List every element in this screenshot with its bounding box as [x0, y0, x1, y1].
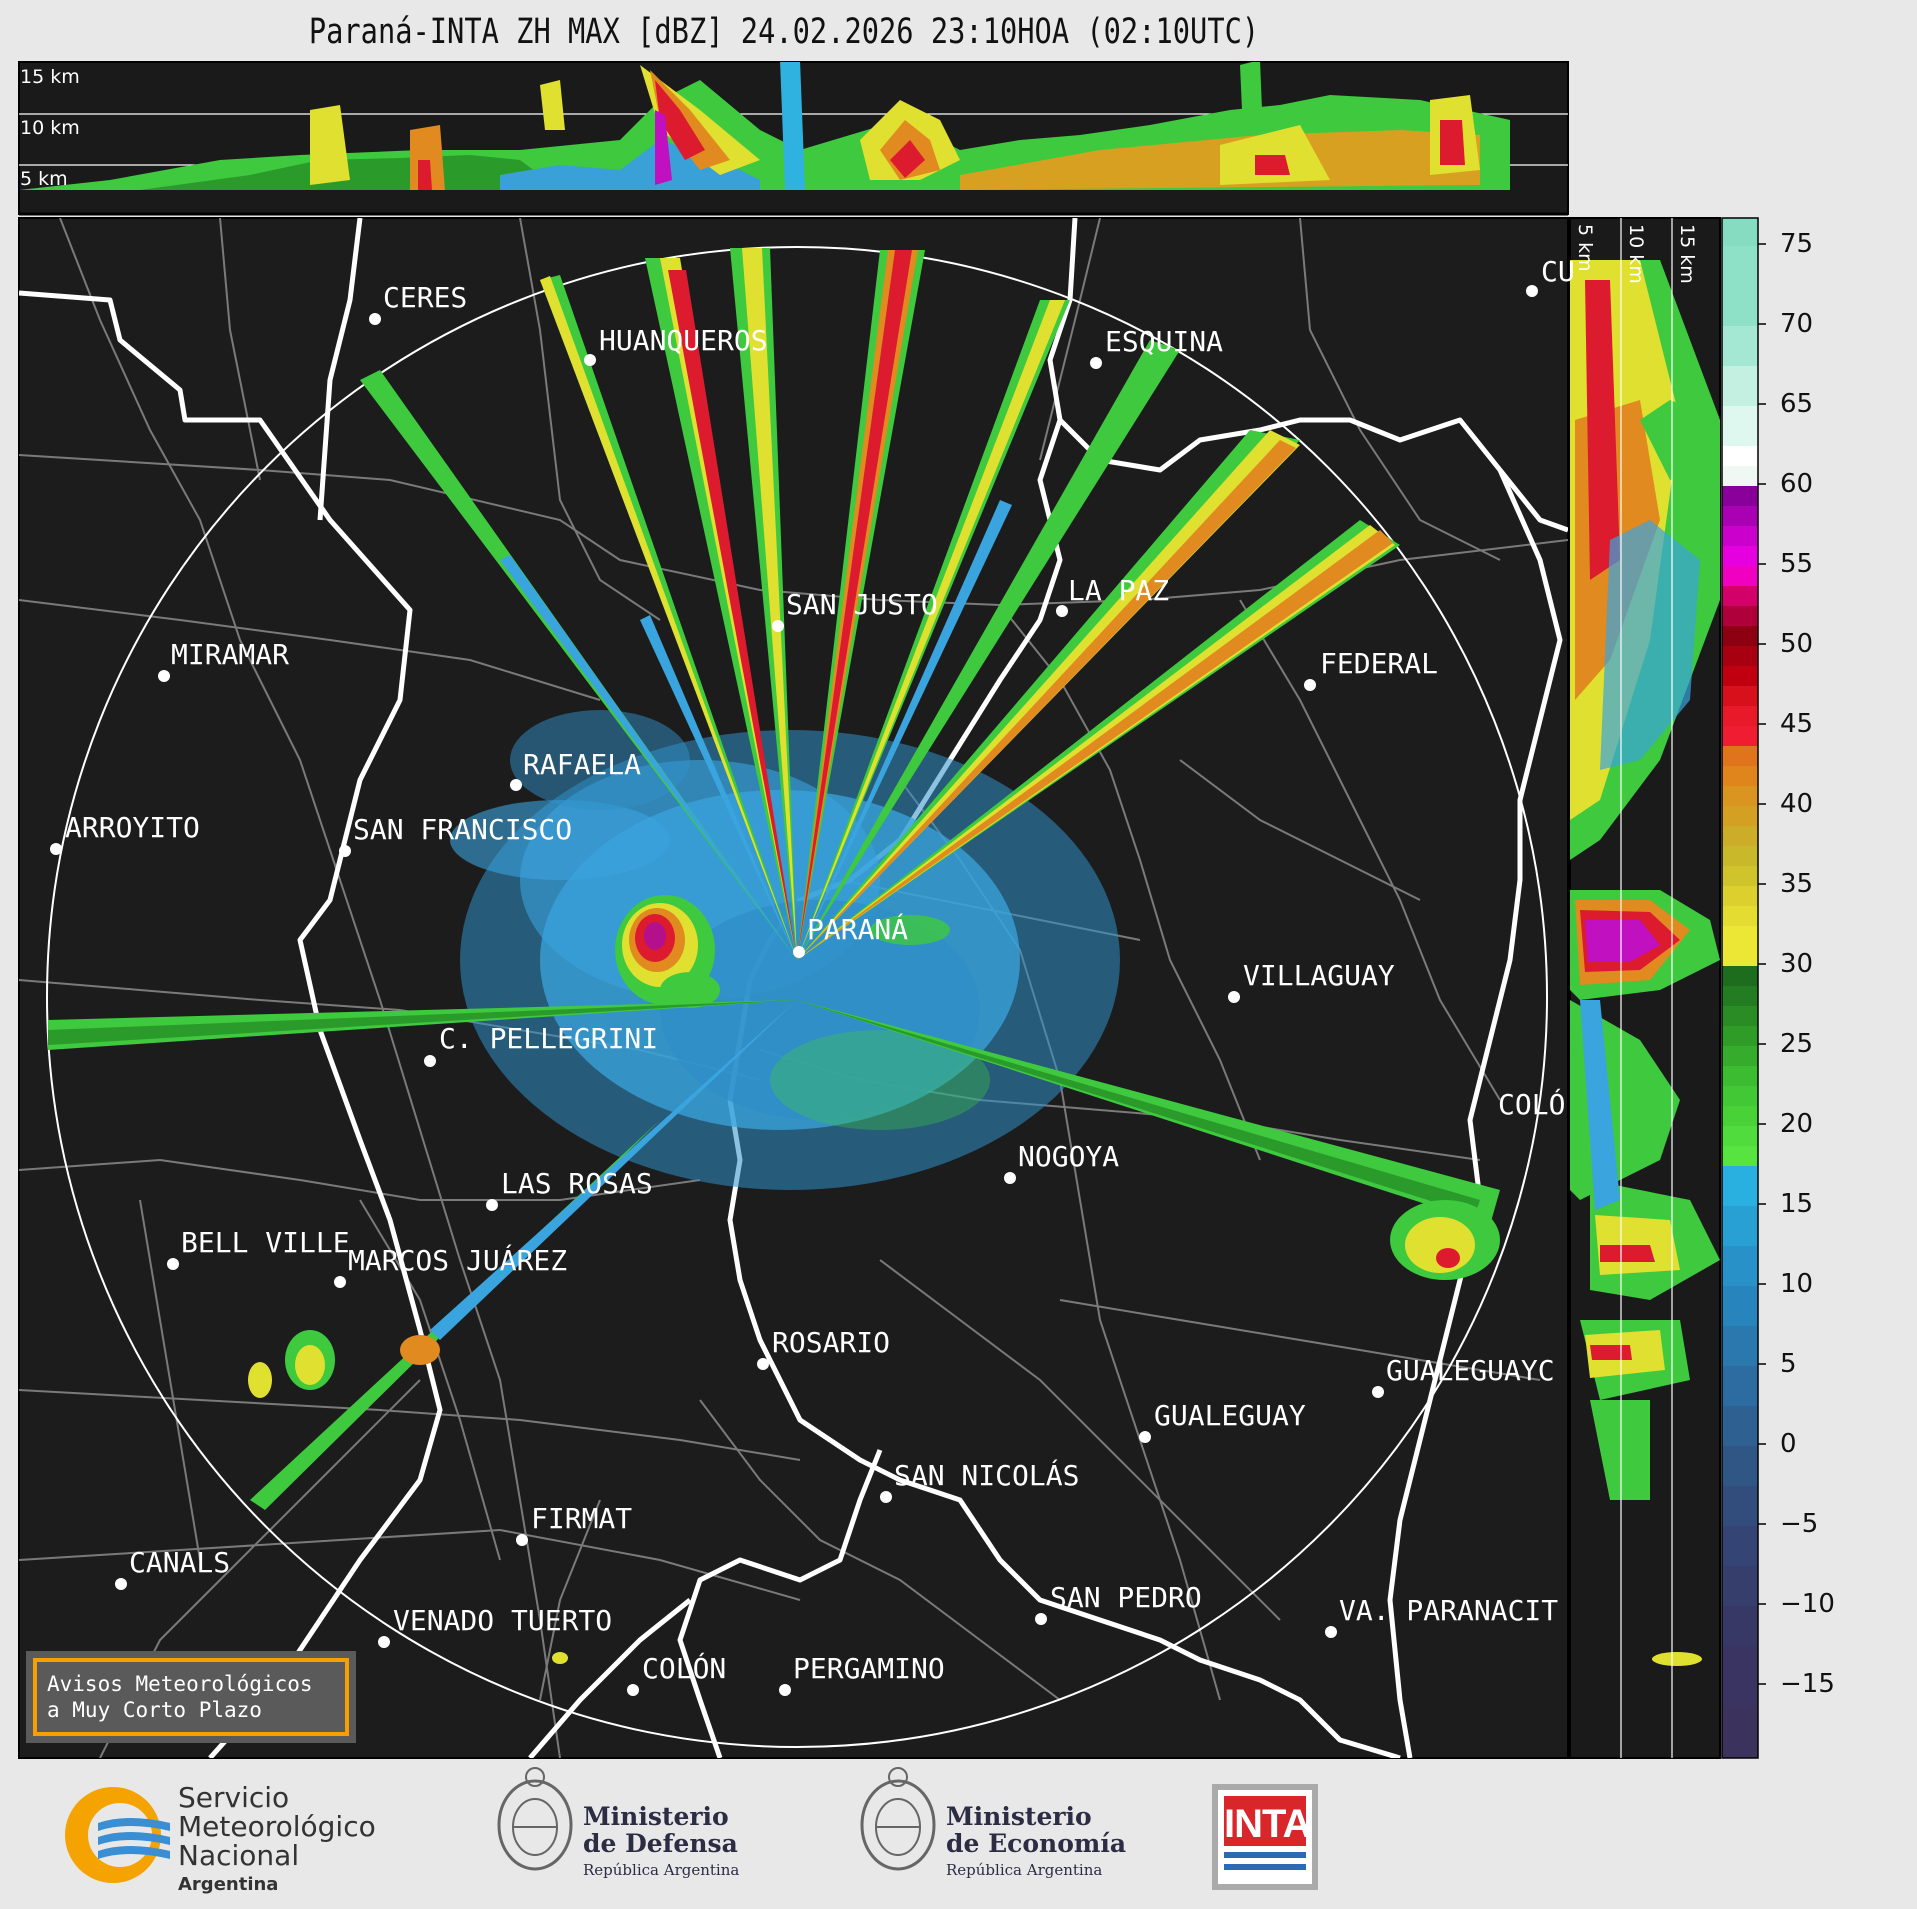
city-label-huanqueros: HUANQUEROS [599, 324, 768, 357]
city-label-rosario: ROSARIO [772, 1326, 891, 1359]
colorbar-tick: 15 [1780, 1189, 1814, 1219]
defensa-line-1: Ministerio [583, 1802, 729, 1831]
city-label-gualeguayc: GUALEGUAYC [1386, 1354, 1555, 1387]
city-label-canals: CANALS [129, 1546, 231, 1579]
defensa-seal [497, 1767, 573, 1871]
notice-line-1: Avisos Meteorológicos [47, 1672, 313, 1696]
colorbar-tick: 40 [1780, 789, 1814, 819]
top-height-panel [18, 61, 1569, 216]
city-label-ceres: CERES [383, 281, 468, 314]
economia-seal [860, 1767, 936, 1871]
inta-logo-text: INTA [1224, 1802, 1311, 1846]
colorbar-tick: 45 [1780, 709, 1814, 739]
economia-line-1: Ministerio [946, 1802, 1092, 1831]
city-label-las-rosas: LAS ROSAS [501, 1167, 653, 1200]
city-label-san-nicolas: SAN NICOLÁS [894, 1459, 1080, 1492]
top-height-label: 15 km [20, 66, 80, 88]
colorbar-tick: 5 [1780, 1349, 1797, 1379]
city-label-colo: COLÓ [1498, 1088, 1566, 1121]
smn-logo [65, 1787, 170, 1883]
colorbar-tick: 25 [1780, 1029, 1814, 1059]
city-label-firmat: FIRMAT [531, 1502, 633, 1535]
city-label-marcos-juarez: MARCOS JUÁREZ [348, 1244, 568, 1277]
reflectivity-spokes [48, 248, 1500, 1664]
colorbar-tick: 65 [1780, 389, 1814, 419]
defensa-logo-text: Ministerio de Defensa República Argentin… [583, 1803, 739, 1884]
chart-title: Paraná-INTA ZH MAX [dBZ] 24.02.2026 23:1… [308, 12, 1260, 52]
economia-line-2: de Economía [946, 1829, 1127, 1858]
smn-line-3: Nacional [178, 1839, 300, 1872]
colorbar-tick: 35 [1780, 869, 1814, 899]
city-label-bell-ville: BELL VILLE [181, 1226, 350, 1259]
notice-box: Avisos Meteorológicos a Muy Corto Plazo [26, 1651, 356, 1743]
city-label-gualeguay: GUALEGUAY [1154, 1399, 1306, 1432]
colorbar-tick: −10 [1780, 1589, 1835, 1619]
colorbar-tick: 30 [1780, 949, 1814, 979]
city-label-venado-tuerto: VENADO TUERTO [393, 1604, 613, 1637]
main-map [18, 217, 1569, 1759]
economia-logo-text: Ministerio de Economía República Argenti… [946, 1803, 1126, 1884]
city-label-esquina: ESQUINA [1105, 325, 1224, 358]
inta-logo [1212, 1784, 1318, 1890]
smn-line-2: Meteorológico [178, 1810, 376, 1843]
city-label-va-paranacit: VA. PARANACIT [1339, 1594, 1559, 1627]
city-label-villaguay: VILLAGUAY [1243, 959, 1395, 992]
notice-line-2: a Muy Corto Plazo [47, 1698, 262, 1722]
city-label-nogoya: NOGOYA [1018, 1140, 1120, 1173]
city-label-san-pedro: SAN PEDRO [1050, 1581, 1202, 1614]
colorbar-tick: 75 [1780, 229, 1814, 259]
colorbar-tick: 70 [1780, 309, 1814, 339]
defensa-line-2: de Defensa [583, 1829, 738, 1858]
smn-logo-text: Servicio Meteorológico Nacional Argentin… [178, 1783, 376, 1899]
city-label-rafaela: RAFAELA [523, 748, 642, 781]
city-label-colon: COLÓN [642, 1652, 727, 1685]
top-height-label: 5 km [20, 168, 68, 190]
colorbar [1721, 217, 1766, 1759]
colorbar-tick: −5 [1780, 1509, 1819, 1539]
city-label-pergamino: PERGAMINO [793, 1652, 945, 1685]
city-label-parana: PARANÁ [807, 913, 909, 946]
smn-line-1: Servicio [178, 1781, 290, 1814]
city-label-cu: CU [1541, 255, 1575, 288]
colorbar-tick: 60 [1780, 469, 1814, 499]
colorbar-tick: −15 [1780, 1669, 1835, 1699]
colorbar-tick: 10 [1780, 1269, 1814, 1299]
colorbar-tick: 20 [1780, 1109, 1814, 1139]
colorbar-tick: 0 [1780, 1429, 1797, 1459]
defensa-sub: República Argentina [583, 1861, 740, 1879]
smn-country: Argentina [178, 1874, 279, 1895]
colorbar-tick: 55 [1780, 549, 1814, 579]
top-height-label: 10 km [20, 117, 80, 139]
city-label-san-francisco: SAN FRANCISCO [353, 813, 573, 846]
city-markers [50, 285, 1538, 1696]
side-height-label: 5 km [1574, 224, 1596, 272]
economia-sub: República Argentina [946, 1861, 1103, 1879]
city-label-federal: FEDERAL [1320, 647, 1439, 680]
side-height-panel [1569, 217, 1721, 1759]
city-label-miramar: MIRAMAR [171, 638, 290, 671]
city-label-arroyito: ARROYITO [65, 811, 200, 844]
side-height-label: 15 km [1676, 224, 1698, 284]
city-label-san-justo: SAN JUSTO [786, 588, 938, 621]
city-label-c-pellegrini: C. PELLEGRINI [439, 1022, 659, 1055]
city-label-la-paz: LA PAZ [1068, 574, 1170, 607]
colorbar-tick: 50 [1780, 629, 1814, 659]
side-height-label: 10 km [1625, 224, 1647, 284]
